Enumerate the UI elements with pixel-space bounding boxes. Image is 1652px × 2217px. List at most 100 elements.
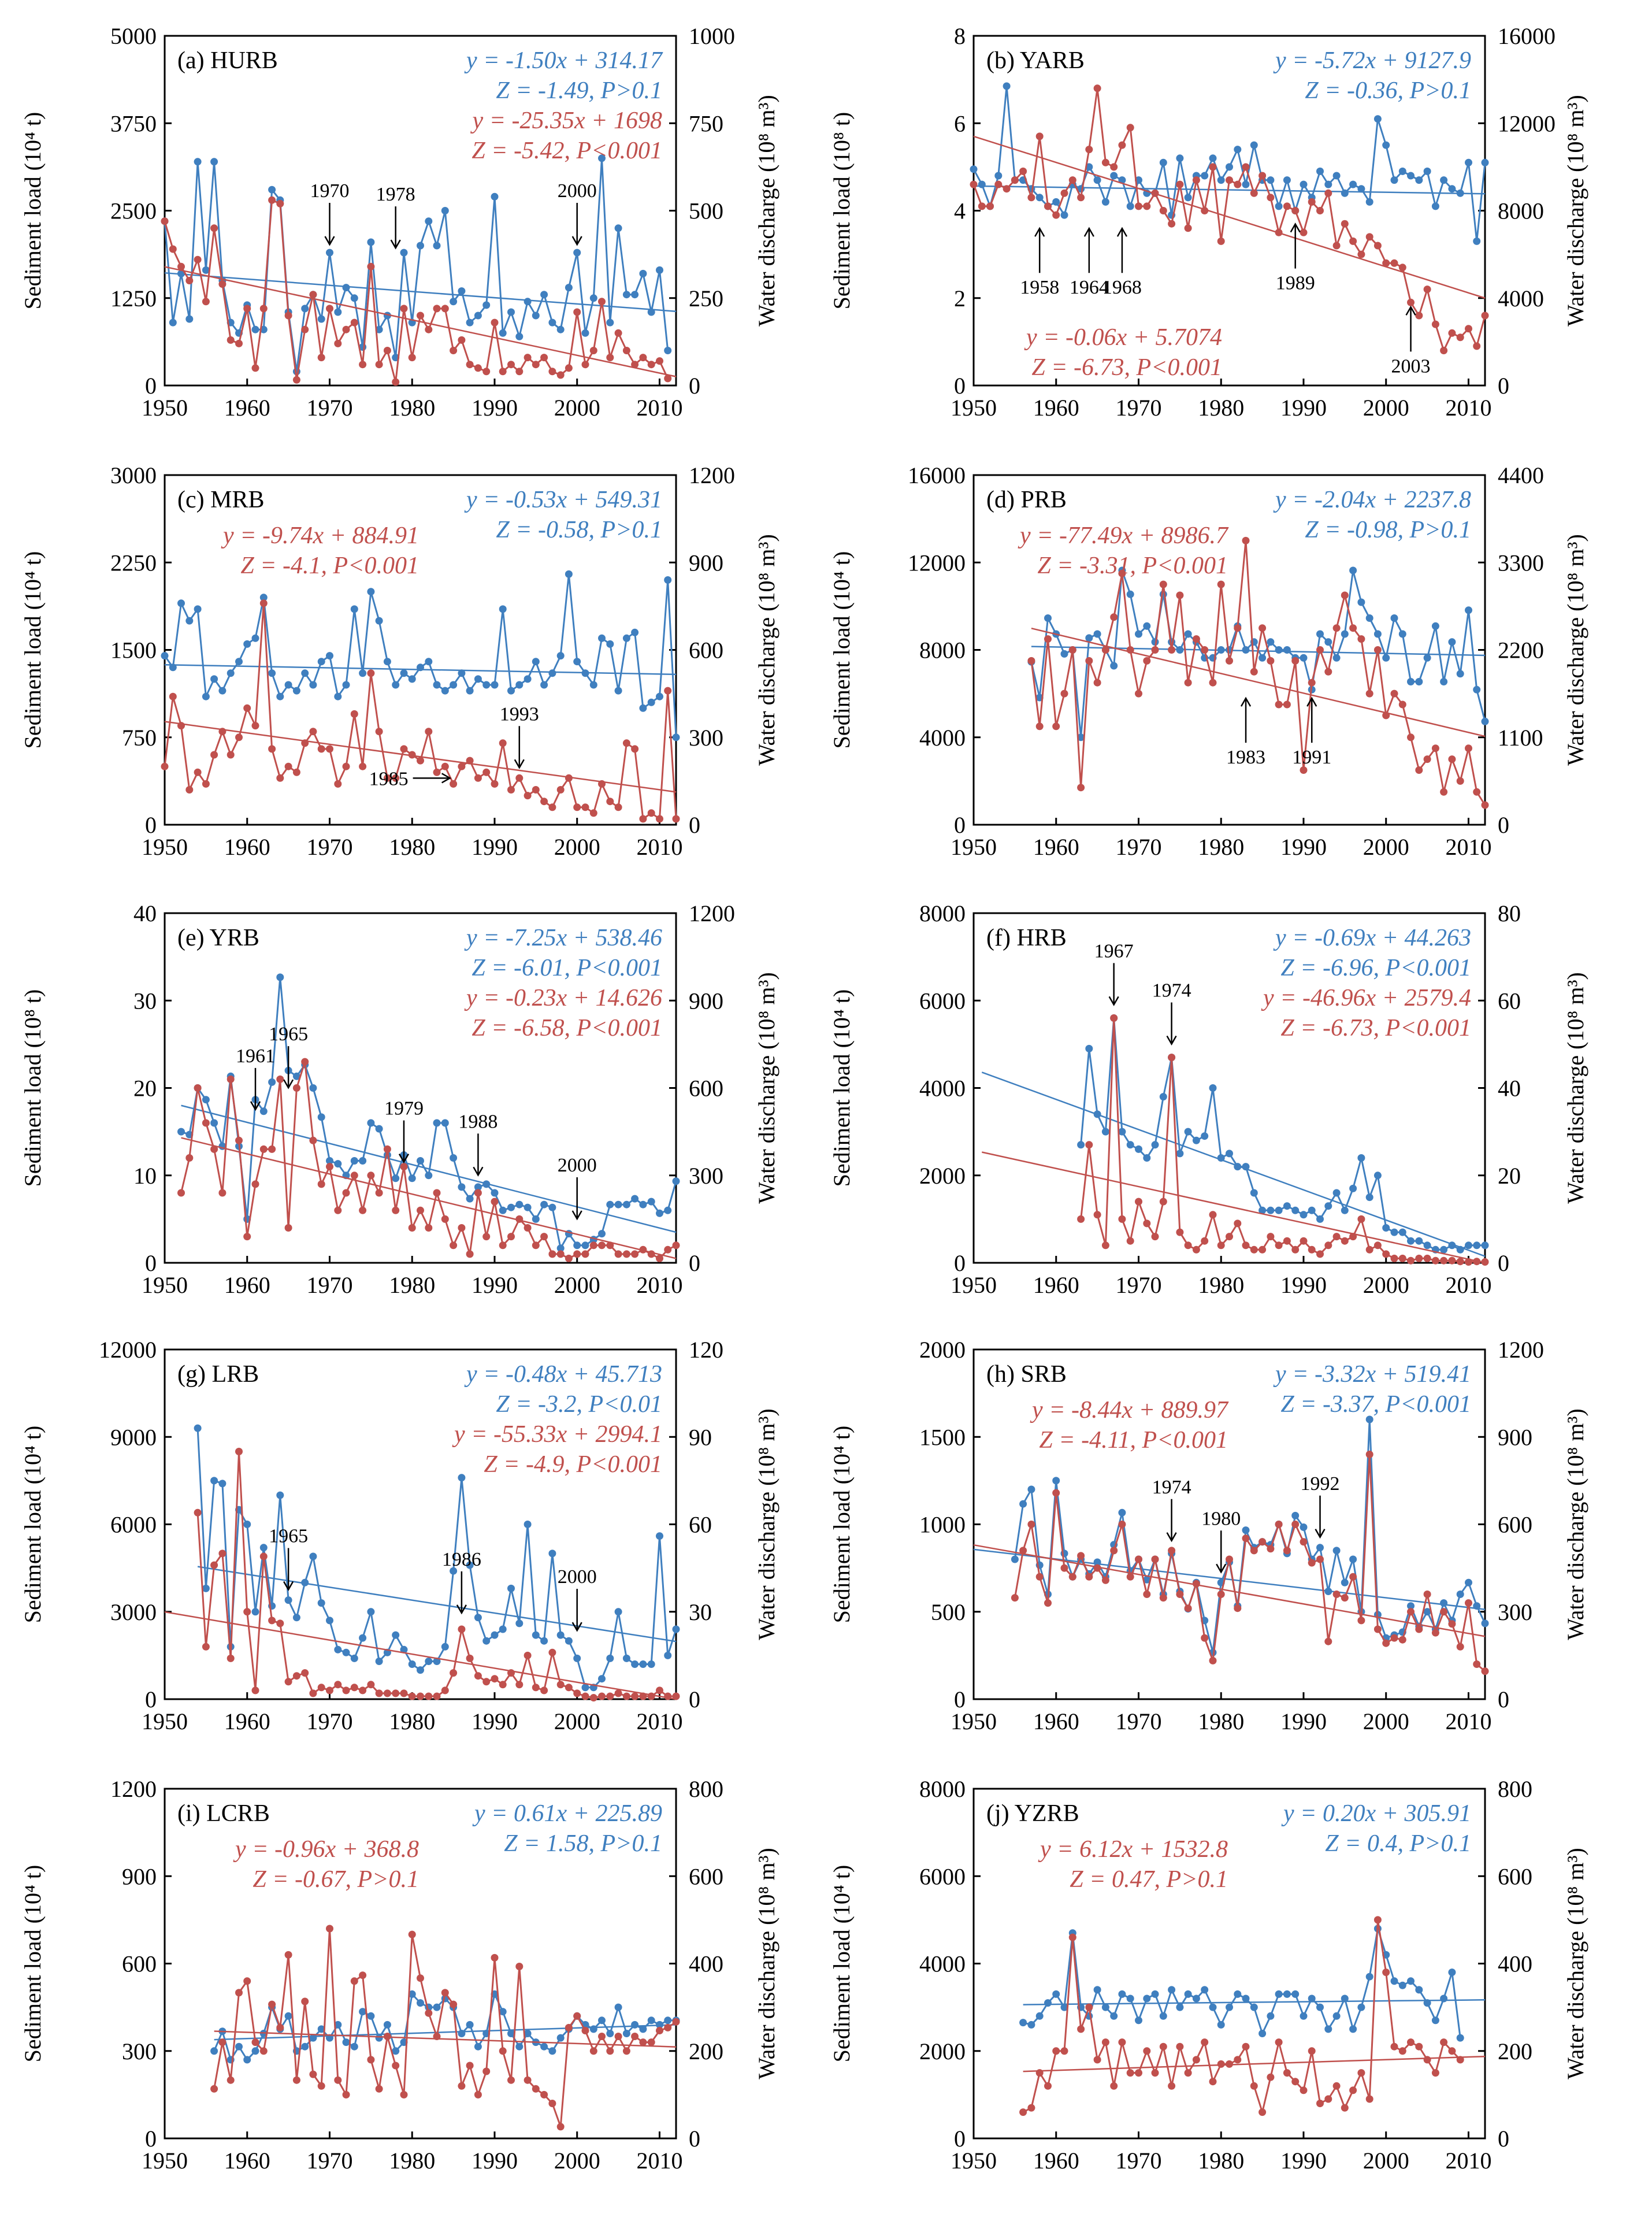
data-point: [1390, 614, 1398, 622]
y2-tick-label: 0: [1498, 373, 1509, 399]
data-point: [1415, 2042, 1423, 2051]
data-point: [466, 1250, 474, 1258]
data-point: [383, 2020, 391, 2029]
data-point: [1011, 1555, 1019, 1563]
data-point: [292, 1614, 300, 1622]
data-point: [556, 1681, 565, 1689]
data-point: [177, 599, 185, 607]
data-point: [359, 361, 367, 369]
y-axis-label: Sediment load (10⁸ t): [829, 112, 855, 310]
trend-line: [214, 2030, 677, 2048]
annotation-arrow: 2000: [558, 180, 597, 246]
data-point: [450, 1154, 458, 1162]
data-point: [1332, 1547, 1341, 1555]
annotation-label: 1968: [1102, 277, 1142, 298]
arrow-head: [1405, 305, 1416, 316]
data-point: [400, 249, 408, 257]
data-point: [1407, 1977, 1415, 1985]
data-point: [450, 1241, 458, 1250]
data-point: [1456, 2034, 1464, 2042]
data-point: [1044, 1599, 1052, 1607]
data-point: [1324, 638, 1332, 646]
data-point: [1283, 2069, 1291, 2077]
data-point: [1101, 646, 1109, 654]
y2-tick-label: 1100: [1498, 725, 1543, 751]
data-point: [251, 1608, 259, 1616]
data-point: [276, 1075, 284, 1083]
data-point: [1365, 1973, 1373, 1981]
data-point: [1035, 2069, 1044, 2077]
data-point: [1473, 1258, 1481, 1266]
data-point: [1060, 189, 1068, 197]
trend-line: [214, 2024, 677, 2041]
data-point: [1415, 1237, 1423, 1245]
data-point: [1415, 1254, 1423, 1262]
y2-tick-label: 800: [1498, 1776, 1532, 1802]
data-point: [458, 2082, 466, 2090]
data-point: [342, 681, 350, 689]
data-point: [1085, 1141, 1093, 1149]
data-point: [1283, 646, 1291, 654]
data-point: [350, 1171, 358, 1180]
data-point: [532, 786, 540, 794]
data-point: [515, 2042, 524, 2051]
x-tick-label: 2000: [1363, 395, 1409, 421]
y2-tick-label: 2200: [1498, 637, 1544, 663]
data-point: [507, 308, 515, 316]
trend-line: [164, 1611, 677, 1700]
y-tick-label: 4: [954, 198, 966, 224]
y-tick-label: 300: [122, 2038, 157, 2064]
y-tick-label: 0: [954, 2126, 966, 2152]
annotation-label: 1974: [1152, 1477, 1191, 1498]
trend-line: [973, 1544, 1486, 1637]
series-line: [1023, 1928, 1461, 2038]
x-tick-label: 1950: [142, 395, 188, 421]
data-point: [1019, 2019, 1027, 2027]
x-tick-label: 1950: [142, 1708, 188, 1734]
data-point: [1093, 679, 1101, 687]
data-point: [1267, 2073, 1275, 2081]
data-point: [548, 669, 556, 677]
y-tick-label: 1200: [110, 1776, 157, 1802]
data-point: [540, 1637, 548, 1645]
equation-sediment: y = -0.96x + 368.8: [233, 1836, 419, 1863]
data-point: [259, 599, 268, 607]
data-point: [1234, 1990, 1242, 1998]
data-point: [672, 1241, 680, 1250]
data-point: [1431, 1256, 1439, 1265]
arrow-head: [571, 1622, 582, 1632]
equation-sediment: y = -55.33x + 2994.1: [452, 1421, 662, 1448]
y2-axis-label: Water discharge (10⁸ m³): [1562, 95, 1588, 327]
data-point: [1068, 176, 1076, 184]
equation-water: y = -1.50x + 314.17: [464, 47, 663, 74]
data-point: [499, 2008, 507, 2016]
data-point: [1283, 700, 1291, 709]
x-tick-label: 2000: [1363, 1272, 1409, 1298]
data-point: [210, 224, 218, 232]
data-point: [1159, 1198, 1167, 1206]
series-water-discharge: [981, 1014, 1489, 1257]
data-point: [532, 2085, 540, 2093]
data-point: [1267, 1206, 1275, 1214]
annotation-arrow: 1986: [442, 1549, 481, 1615]
trend-line: [973, 1548, 1486, 1610]
y-tick-label: 6000: [919, 988, 966, 1014]
y-tick-label: 600: [122, 1951, 157, 1977]
equation-sediment: y = -9.74x + 884.91: [221, 522, 419, 549]
data-point: [1440, 1256, 1448, 1265]
data-point: [647, 308, 655, 316]
data-point: [392, 681, 400, 689]
data-point: [251, 1686, 259, 1695]
data-point: [392, 378, 400, 386]
data-point: [1300, 1538, 1308, 1546]
data-point: [466, 757, 474, 765]
data-point: [548, 318, 556, 327]
panel-title: (c) MRB: [177, 487, 265, 513]
data-point: [1465, 1578, 1472, 1586]
data-point: [309, 1689, 317, 1697]
data-point: [1192, 1245, 1200, 1254]
data-point: [1093, 2056, 1101, 2064]
y2-tick-label: 80: [1498, 900, 1521, 926]
data-point: [309, 2034, 317, 2042]
y-tick-label: 0: [145, 812, 157, 838]
